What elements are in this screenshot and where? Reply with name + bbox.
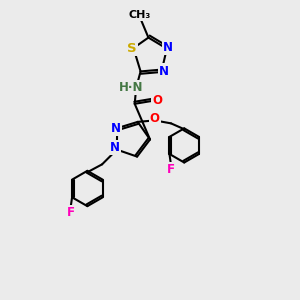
Text: CH₃: CH₃ xyxy=(128,10,151,20)
Text: N: N xyxy=(110,141,119,154)
Text: F: F xyxy=(167,163,175,176)
Text: S: S xyxy=(127,42,137,55)
Text: O: O xyxy=(150,112,160,124)
Text: H·N: H·N xyxy=(118,81,143,94)
Text: O: O xyxy=(153,94,163,107)
Text: N: N xyxy=(159,64,169,77)
Text: N: N xyxy=(111,122,121,135)
Text: F: F xyxy=(67,206,75,219)
Text: N: N xyxy=(163,41,173,54)
